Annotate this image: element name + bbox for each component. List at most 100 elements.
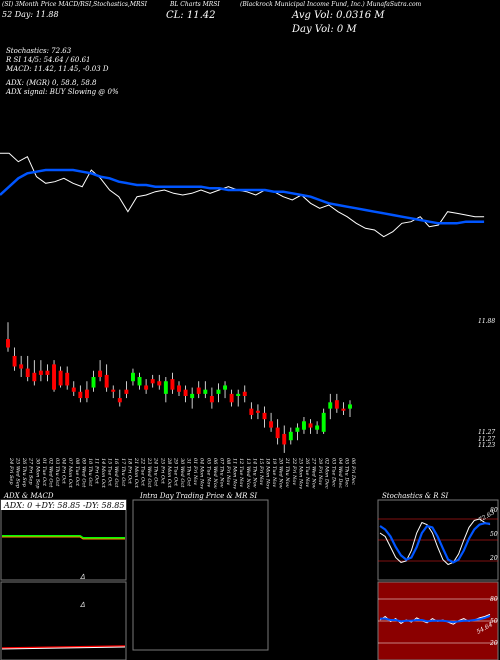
candle-body	[157, 381, 162, 386]
date-tick-label: 19 Tue Nov	[271, 458, 277, 487]
candle-body	[321, 412, 326, 432]
date-tick-label: 11 Mon Nov	[232, 458, 238, 489]
date-tick-label: 06 Fri Dec	[350, 458, 356, 485]
candle-body	[275, 427, 280, 439]
rsi-tick-50: 50	[490, 618, 498, 625]
macd-marker: ᐃ	[80, 601, 85, 609]
header-52day: 52 Day: 11.88	[2, 10, 59, 19]
date-tick-label: 07 Thu Nov	[218, 458, 224, 488]
date-tick-label: 11 Fri Oct	[94, 458, 100, 485]
candle-body	[255, 410, 260, 413]
adx-panel-frame	[0, 499, 127, 581]
adx-values-text: ADX: 0 +DY: 58.85 -DY: 58.85	[3, 501, 124, 510]
candle-body	[177, 385, 181, 392]
date-tick-label: 21 Mon Oct	[133, 457, 139, 489]
candle-body	[229, 393, 234, 403]
date-tick-label: 05 Thu Dec	[343, 458, 349, 487]
rsi-readout: R SI 14/5: 54.64 / 60.61	[6, 56, 91, 64]
candle-body	[84, 389, 89, 399]
adx-signal-readout: ADX signal: BUY Slowing @ 0%	[6, 88, 119, 96]
stoch-panel-title: Stochastics & R SI	[382, 492, 449, 500]
candle-body	[295, 427, 300, 432]
date-tick-label: 06 Wed Nov	[212, 458, 218, 489]
date-tick-label: 28 Mon Oct	[166, 457, 172, 489]
date-tick-label: 15 Fri Nov	[258, 458, 264, 485]
macd-line	[1, 646, 126, 650]
adx-minus-line	[2, 536, 125, 540]
date-tick-label: 13 Wed Nov	[245, 458, 251, 489]
date-tick-label: 04 Wed Dec	[337, 458, 343, 488]
date-tick-label: 15 Tue Oct	[107, 458, 113, 487]
candle-body	[163, 381, 168, 394]
candle-body	[203, 389, 208, 394]
date-tick-label: 22 Tue Oct	[140, 457, 146, 487]
date-tick-label: 27 Fri Sep	[28, 457, 34, 485]
date-tick-label: 03 Tue Dec	[330, 458, 336, 487]
candle-body	[38, 370, 43, 375]
rsi-tick-80: 80	[490, 596, 498, 603]
candle-body	[52, 364, 57, 390]
candle-body	[58, 370, 63, 386]
date-tick-label: 23 Wed Oct	[146, 457, 152, 488]
date-tick-label: 05 Tue Nov	[205, 458, 211, 487]
adx-readout: ADX: (MGR) 0, 58.8, 58.8	[6, 79, 97, 87]
stoch-k-line	[379, 518, 491, 566]
candle-body	[71, 387, 76, 392]
candle-body	[341, 408, 346, 411]
candle-body	[262, 412, 267, 420]
candle-body	[45, 370, 50, 375]
header-day-vol: Day Vol: 0 M	[292, 24, 357, 35]
date-tick-label: 17 Thu Oct	[120, 458, 126, 487]
candle-body	[216, 389, 221, 394]
date-tick-label: 29 Tue Oct	[172, 457, 178, 487]
header-avg-vol: Avg Vol: 0.0316 M	[292, 10, 385, 21]
candle-body	[65, 372, 70, 386]
price-label-low1: 11.27	[478, 429, 496, 436]
candle-body	[308, 423, 313, 428]
rsi-tick-20: 20	[489, 640, 498, 647]
adx-panel-title: ADX & MACD	[4, 492, 54, 500]
date-tick-label: 26 Thu Sep	[21, 457, 27, 488]
candle-body	[334, 400, 339, 409]
candle-group	[6, 322, 352, 453]
candle-body	[328, 402, 333, 409]
date-tick-label: 16 Wed Oct	[113, 458, 119, 488]
candle-body	[282, 433, 287, 445]
header-line1-mid: BL Charts MRSI	[170, 1, 220, 8]
date-tick-label: 02 Wed Oct	[47, 458, 53, 488]
stoch-tick-80: 80	[490, 507, 498, 514]
header-line1-right: (Blackrock Municipal Income Fund, Inc.) …	[240, 1, 422, 8]
date-tick-label: 31 Thu Oct	[186, 458, 192, 487]
candle-body	[78, 391, 83, 399]
candle-body	[91, 377, 96, 388]
candle-body	[288, 431, 293, 441]
macd-signal-line	[1, 645, 126, 649]
price-label-low3: 11.23	[478, 442, 496, 449]
header-line1-left: (SI) 3Month Price MACD/RSI,Stochastics,M…	[2, 1, 147, 8]
intraday-panel-title: Intra Day Trading Price & MR SI	[140, 492, 258, 500]
stoch-tick-50: 50	[490, 531, 498, 538]
date-tick-label: 29 Fri Nov	[317, 457, 323, 485]
date-axis: 24 Fri Sep 25 Wed Sep 26 Thu Sep 27 Fri Sep…	[8, 457, 356, 489]
candle-body	[150, 379, 155, 384]
candle-body	[98, 370, 103, 378]
date-tick-label: 01 Tue Oct	[41, 458, 47, 487]
candle-body	[242, 391, 247, 396]
date-tick-label: 08 Fri Nov	[225, 458, 231, 485]
date-tick-label: 18 Fri Oct	[126, 458, 132, 485]
candle-body	[12, 355, 17, 367]
adx-marker: ᐃ	[80, 573, 85, 581]
candle-body	[190, 393, 195, 399]
date-tick-label: 02 Mon Dec	[324, 458, 330, 489]
date-tick-label: 14 Mon Oct	[100, 458, 106, 489]
date-tick-label: 24 Thu Oct	[153, 457, 159, 487]
candle-body	[269, 421, 274, 428]
date-tick-label: 30 Wed Oct	[179, 458, 185, 488]
candle-body	[144, 385, 149, 390]
date-tick-label: 27 Wed Nov	[311, 457, 317, 489]
candle-body	[196, 387, 201, 394]
candle-body	[19, 364, 24, 369]
candle-body	[130, 372, 135, 382]
candle-body	[209, 395, 214, 403]
header-close: CL: 11.42	[166, 10, 216, 21]
